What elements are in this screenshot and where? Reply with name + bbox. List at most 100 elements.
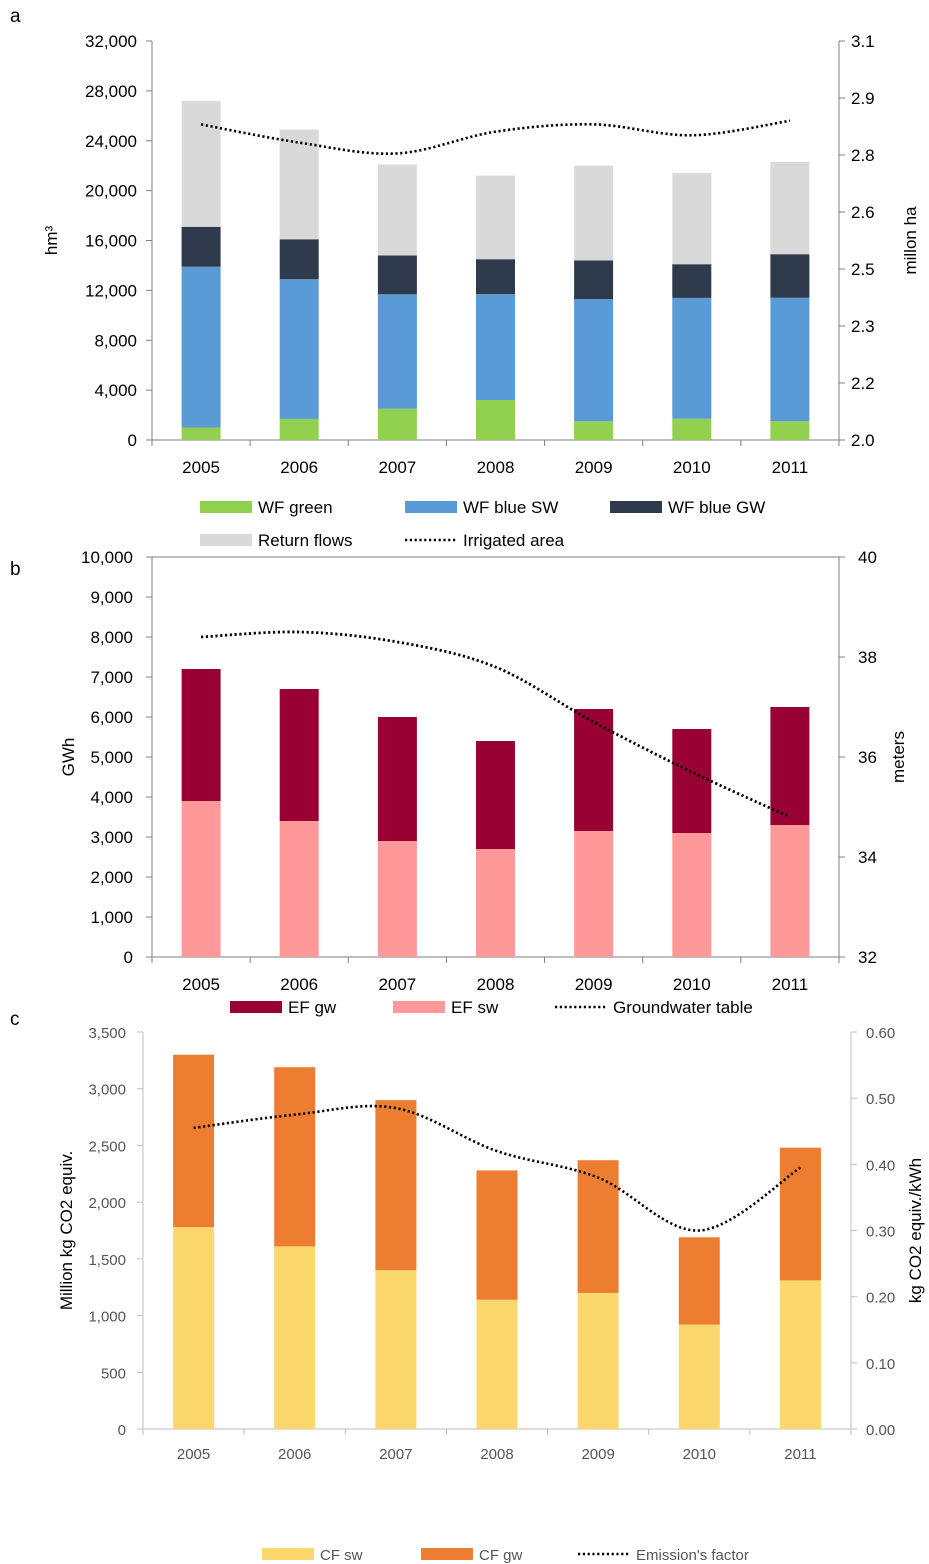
y-tick-label: 9,000 (90, 588, 133, 607)
y-tick-label: 28,000 (85, 82, 137, 101)
bar-ef-sw-2005 (181, 801, 221, 957)
bar-ef-gw-2010 (672, 729, 712, 833)
y2-tick-label: 34 (858, 848, 877, 867)
legend-swatch-wf-green (200, 501, 252, 513)
bar-wf-blue-sw-2006 (279, 279, 319, 419)
y2-tick-label: 0.60 (866, 1025, 895, 1042)
bar-ef-sw-2006 (279, 821, 319, 957)
legend-label-irrigated-area: Irrigated area (463, 531, 565, 550)
y-tick-label: 3,000 (90, 828, 133, 847)
bar-wf-green-2011 (770, 421, 810, 440)
y-axis-title: GWh (59, 738, 78, 777)
bar-wf-blue-gw-2010 (672, 264, 712, 298)
y2-tick-label: 0.20 (866, 1290, 895, 1307)
x-tick-label: 2011 (772, 975, 809, 994)
legend-label-groundwater-table: Groundwater table (613, 998, 753, 1017)
bar-cf-sw-2007 (375, 1270, 417, 1429)
bar-wf-blue-gw-2005 (181, 226, 221, 267)
x-tick-label: 2008 (477, 458, 515, 477)
y2-tick-label: 2.3 (851, 317, 875, 336)
y-axis-title: hm³ (42, 226, 61, 256)
y-tick-label: 20,000 (85, 182, 137, 201)
x-tick-label: 2009 (575, 458, 613, 477)
y2-tick-label: 2.5 (851, 260, 875, 279)
bar-return-flows-2011 (770, 161, 810, 255)
y2-tick-label: 2.9 (851, 89, 875, 108)
bar-ef-gw-2008 (476, 741, 515, 849)
line-irrigated-area (200, 119, 791, 155)
legend-label-wf-green: WF green (258, 498, 333, 517)
bar-cf-sw-2010 (678, 1324, 720, 1429)
y-tick-label: 0 (128, 431, 137, 450)
y-axis-title: Million kg CO2 equiv. (57, 1151, 76, 1310)
bar-cf-gw-2009 (577, 1160, 619, 1293)
bar-wf-green-2006 (279, 418, 319, 440)
y-tick-label: 6,000 (90, 708, 133, 727)
y-tick-label: 0 (118, 1422, 126, 1439)
y2-tick-label: 2.8 (851, 146, 875, 165)
legend-swatch-cf-sw (262, 1548, 314, 1560)
y2-axis-title: kg CO2 equiv./kWh (906, 1158, 925, 1303)
bar-wf-blue-sw-2009 (574, 299, 614, 422)
bar-cf-gw-2011 (779, 1147, 821, 1281)
bar-cf-gw-2010 (678, 1237, 720, 1325)
bar-ef-gw-2007 (377, 717, 417, 841)
y-tick-label: 2,000 (90, 868, 133, 887)
legend-swatch-ef-sw (393, 1001, 445, 1013)
bar-cf-sw-2005 (173, 1227, 215, 1429)
y-tick-label: 1,000 (90, 908, 133, 927)
y2-tick-label: 2.2 (851, 374, 875, 393)
y-tick-label: 16,000 (85, 232, 137, 251)
bar-return-flows-2005 (181, 100, 221, 227)
bar-return-flows-2010 (672, 173, 712, 265)
legend-label-ef-gw: EF gw (288, 998, 337, 1017)
y-tick-label: 0 (124, 948, 133, 967)
panel-letter-c: c (10, 1009, 20, 1030)
x-tick-label: 2008 (480, 1446, 513, 1463)
bar-return-flows-2007 (377, 164, 417, 256)
bar-wf-green-2008 (476, 400, 515, 440)
bar-cf-gw-2005 (173, 1054, 215, 1228)
legend-swatch-wf-blue-sw (405, 501, 457, 513)
bar-return-flows-2009 (574, 165, 614, 261)
bar-wf-blue-gw-2006 (279, 239, 319, 280)
y-tick-label: 1,500 (88, 1252, 126, 1269)
y-tick-label: 32,000 (85, 32, 137, 51)
legend-label-wf-blue-sw: WF blue SW (463, 498, 558, 517)
bar-wf-blue-sw-2008 (476, 294, 515, 401)
y2-tick-label: 0.50 (866, 1091, 895, 1108)
x-tick-label: 2010 (673, 975, 711, 994)
bar-ef-gw-2005 (181, 669, 221, 801)
bar-cf-sw-2006 (274, 1246, 316, 1429)
bar-wf-blue-sw-2010 (672, 297, 712, 419)
bar-ef-gw-2009 (574, 709, 614, 831)
bar-wf-green-2010 (672, 418, 712, 440)
x-tick-label: 2007 (379, 1446, 412, 1463)
y2-tick-label: 36 (858, 748, 877, 767)
x-tick-label: 2006 (278, 1446, 311, 1463)
bar-cf-sw-2009 (577, 1292, 619, 1429)
bar-wf-blue-gw-2009 (574, 260, 614, 300)
x-tick-label: 2007 (378, 975, 416, 994)
y-tick-label: 4,000 (90, 788, 133, 807)
legend-label-ef-sw: EF sw (451, 998, 499, 1017)
legend-swatch-cf-gw (421, 1548, 473, 1560)
bar-cf-sw-2008 (476, 1299, 518, 1429)
bar-return-flows-2008 (476, 175, 515, 260)
legend-label-wf-blue-gw: WF blue GW (668, 498, 765, 517)
x-tick-label: 2011 (772, 458, 809, 477)
y2-tick-label: 2.6 (851, 203, 875, 222)
x-tick-label: 2006 (280, 975, 318, 994)
bar-wf-blue-sw-2011 (770, 297, 810, 422)
bar-wf-green-2005 (181, 427, 221, 440)
bar-wf-green-2009 (574, 421, 614, 440)
y-tick-label: 2,500 (88, 1138, 126, 1155)
y-tick-label: 3,000 (88, 1082, 126, 1099)
y-tick-label: 24,000 (85, 132, 137, 151)
y2-axis-title: millon ha (901, 206, 920, 275)
y2-tick-label: 0.10 (866, 1356, 895, 1373)
y-tick-label: 8,000 (90, 628, 133, 647)
bar-ef-sw-2009 (574, 831, 614, 957)
legend-label-cf-sw: CF sw (320, 1547, 363, 1564)
